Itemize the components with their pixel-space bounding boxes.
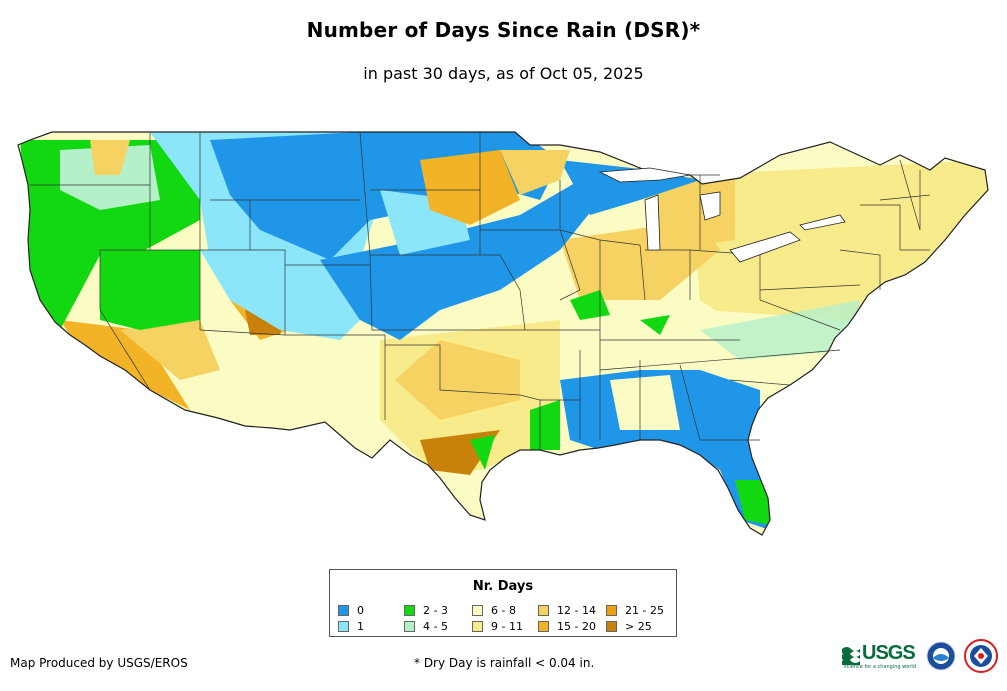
legend-swatch <box>472 620 483 632</box>
legend-swatch <box>404 620 415 632</box>
legend-label: 9 - 11 <box>491 619 523 633</box>
legend-item-0: 0 <box>338 603 364 617</box>
map-title: Number of Days Since Rain (DSR)* <box>306 18 701 42</box>
legend-item-2: 2 - 3 <box>404 603 448 617</box>
legend-label: 2 - 3 <box>423 603 448 617</box>
logo-group: USGS science for a changing world <box>842 637 1002 679</box>
legend-label: 21 - 25 <box>625 603 664 617</box>
legend-label: 6 - 8 <box>491 603 516 617</box>
legend-item-8: 21 - 25 <box>606 603 664 617</box>
legend-swatch <box>338 620 349 632</box>
legend-item-5: 9 - 11 <box>472 619 523 633</box>
legend-swatch <box>538 620 549 632</box>
legend-item-6: 12 - 14 <box>538 603 596 617</box>
legend-item-7: 15 - 20 <box>538 619 596 633</box>
legend-label: 4 - 5 <box>423 619 448 633</box>
dsr-color-regions <box>18 132 988 535</box>
great-lakes <box>598 167 846 263</box>
map-subtitle: in past 30 days, as of Oct 05, 2025 <box>363 64 644 83</box>
legend-swatch <box>404 604 415 616</box>
legend-item-9: > 25 <box>606 619 652 633</box>
legend-swatch <box>606 604 617 616</box>
legend-label: 12 - 14 <box>557 603 596 617</box>
legend-swatch <box>538 604 549 616</box>
usgs-tagline: science for a changing world <box>844 664 916 670</box>
state-boundaries <box>30 131 931 450</box>
dry-day-footnote: * Dry Day is rainfall < 0.04 in. <box>414 656 595 670</box>
legend-label: > 25 <box>625 619 652 633</box>
legend-swatch <box>472 604 483 616</box>
usgs-logo-icon <box>842 647 860 665</box>
legend-item-3: 4 - 5 <box>404 619 448 633</box>
legend-label: 15 - 20 <box>557 619 596 633</box>
legend: Nr. Days 0 1 2 - 3 4 - 5 6 - 8 9 - 11 12… <box>329 569 677 637</box>
legend-swatch <box>606 620 617 632</box>
nws-seal-icon <box>964 639 998 673</box>
legend-label: 0 <box>357 603 364 617</box>
legend-swatch <box>338 604 349 616</box>
map-credit: Map Produced by USGS/EROS <box>10 656 188 670</box>
usgs-wordmark: USGS <box>862 642 916 664</box>
legend-item-1: 1 <box>338 619 364 633</box>
legend-item-4: 6 - 8 <box>472 603 516 617</box>
legend-title: Nr. Days <box>472 579 534 594</box>
us-outline <box>17 131 989 536</box>
legend-label: 1 <box>357 619 364 633</box>
dsr-map <box>17 131 989 536</box>
noaa-seal-icon <box>926 641 956 671</box>
